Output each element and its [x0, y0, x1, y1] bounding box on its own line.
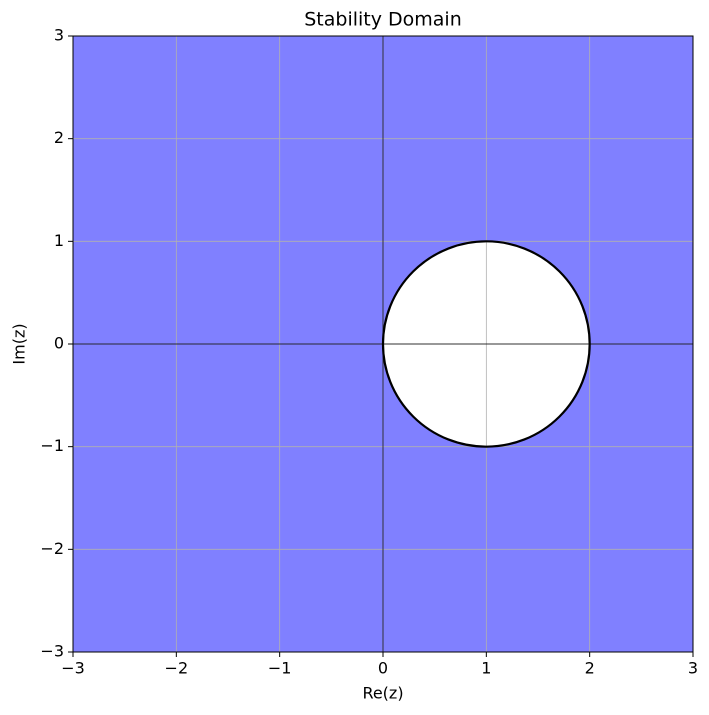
x-tick-label: 2: [585, 659, 595, 678]
x-tick-label: −3: [61, 659, 85, 678]
y-tick-label: −2: [40, 539, 64, 558]
stability-boundary: [381, 240, 591, 448]
y-tick-label: −1: [40, 436, 64, 455]
y-tick-label: −3: [40, 642, 64, 661]
x-axis-label: Re(z): [362, 684, 403, 703]
x-tick-label: 0: [378, 659, 388, 678]
y-tick-label: 1: [54, 231, 64, 250]
y-tick-label: 3: [54, 26, 64, 45]
y-tick-label: 2: [54, 128, 64, 147]
x-tick-label: −1: [268, 659, 292, 678]
y-axis-label: Im(z): [10, 323, 29, 364]
x-tick-label: −2: [165, 659, 189, 678]
x-tick-label: 1: [481, 659, 491, 678]
x-tick-label: 3: [688, 659, 698, 678]
y-tick-label: 0: [54, 334, 64, 353]
chart-title: Stability Domain: [304, 9, 462, 31]
